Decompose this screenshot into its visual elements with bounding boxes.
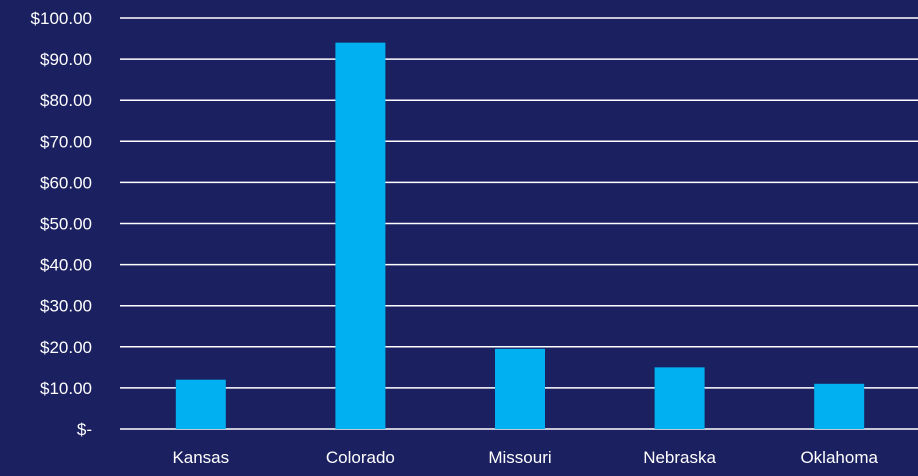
bar-missouri xyxy=(495,348,545,429)
x-tick-label: Colorado xyxy=(326,448,395,467)
y-tick-label: $- xyxy=(77,420,92,439)
y-tick-label: $100.00 xyxy=(31,9,92,28)
y-tick-label: $90.00 xyxy=(40,50,92,69)
y-tick-label: $30.00 xyxy=(40,297,92,316)
bar-colorado xyxy=(335,42,386,429)
y-axis-tick-labels: $- $10.00 $20.00 $30.00 $40.00 $50.00 $60.00 $7… xyxy=(31,9,92,439)
y-tick-label: $50.00 xyxy=(40,215,92,234)
bars xyxy=(175,42,865,429)
y-tick-label: $10.00 xyxy=(40,379,92,398)
y-tick-label: $20.00 xyxy=(40,338,92,357)
y-tick-label: $80.00 xyxy=(40,91,92,110)
y-tick-label: $60.00 xyxy=(40,173,92,192)
gridlines xyxy=(120,17,918,430)
x-tick-label: Oklahoma xyxy=(800,448,878,467)
x-tick-label: Kansas xyxy=(172,448,229,467)
bar-oklahoma xyxy=(814,383,865,429)
bar-nebraska xyxy=(654,367,705,429)
x-tick-label: Nebraska xyxy=(643,448,716,467)
y-tick-label: $70.00 xyxy=(40,132,92,151)
x-tick-label: Missouri xyxy=(488,448,551,467)
x-axis-category-labels: Kansas Colorado Missouri Nebraska Oklahoma xyxy=(172,448,878,467)
bar-kansas xyxy=(175,379,226,429)
y-tick-label: $40.00 xyxy=(40,256,92,275)
